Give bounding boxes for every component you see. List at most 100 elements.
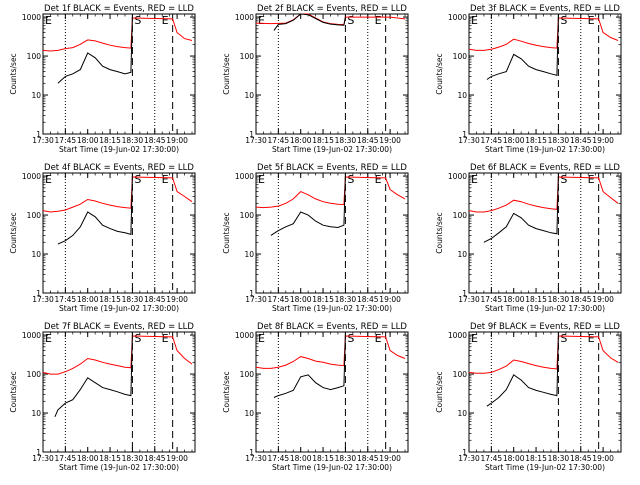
y-tick-label: 10 xyxy=(457,91,467,100)
s-marker: S xyxy=(134,173,141,186)
chart-title: Det 3f BLACK = Events, RED = LLD xyxy=(470,4,620,14)
x-tick-label: 17:30 xyxy=(32,454,54,463)
x-tick-label: 18:30 xyxy=(548,454,570,463)
e-marker: E xyxy=(258,173,265,186)
series-lld-red xyxy=(42,176,193,213)
e-marker: E xyxy=(471,14,478,27)
x-axis-label: Start Time (19-Jun-02 17:30:00) xyxy=(59,145,179,154)
y-tick-label: 1 xyxy=(462,289,467,298)
x-tick-label: 18:00 xyxy=(503,454,525,463)
x-tick-label: 17:45 xyxy=(55,454,77,463)
chart-9: Det 9f BLACK = Events, RED = LLD 1 10 100 10… xyxy=(435,322,622,472)
x-tick-label: 18:15 xyxy=(99,454,121,463)
x-tick-label: 17:30 xyxy=(458,454,480,463)
x-tick-label: 17:45 xyxy=(55,295,77,304)
y-tick-label: 10 xyxy=(457,409,467,418)
e-marker: E xyxy=(45,173,52,186)
x-tick-label: 18:15 xyxy=(99,136,121,145)
x-axis-label: Start Time (19-Jun-02 17:30:00) xyxy=(272,463,392,472)
x-tick-label: 19:00 xyxy=(379,454,401,463)
x-tick-label: 19:00 xyxy=(166,136,188,145)
y-tick-label: 10 xyxy=(244,250,254,259)
x-tick-label: 17:45 xyxy=(481,454,503,463)
x-tick-label: 18:30 xyxy=(548,136,570,145)
x-tick-label: 18:30 xyxy=(335,295,357,304)
x-tick-label: 17:30 xyxy=(245,295,267,304)
series-lld-red xyxy=(468,176,619,213)
y-tick-label: 10 xyxy=(457,250,467,259)
x-tick-label: 18:15 xyxy=(525,295,547,304)
plot-frame xyxy=(255,331,409,453)
y-tick-label: 1 xyxy=(249,448,254,457)
s-marker: S xyxy=(134,14,141,27)
x-axis-label: Start Time (19-Jun-02 17:30:00) xyxy=(272,145,392,154)
x-tick-label: 17:45 xyxy=(268,295,290,304)
y-tick-label: 1000 xyxy=(235,172,254,181)
y-tick-label: 10 xyxy=(244,409,254,418)
chart-8: Det 8f BLACK = Events, RED = LLD 1 10 100 10… xyxy=(222,322,409,472)
y-tick-label: 1000 xyxy=(448,331,467,340)
y-tick-label: 100 xyxy=(453,211,468,220)
x-tick-label: 18:45 xyxy=(570,295,592,304)
y-axis-label: Counts/sec xyxy=(435,53,444,94)
s-marker: S xyxy=(560,332,567,345)
x-tick-label: 19:00 xyxy=(379,136,401,145)
x-axis-label: Start Time (19-Jun-02 17:30:00) xyxy=(485,145,605,154)
y-tick-label: 1000 xyxy=(22,331,41,340)
y-axis-label: Counts/sec xyxy=(9,212,18,253)
y-axis-label: Counts/sec xyxy=(435,371,444,412)
x-tick-label: 18:45 xyxy=(570,454,592,463)
e-marker: E xyxy=(588,173,595,186)
y-axis-label: Counts/sec xyxy=(222,212,231,253)
y-tick-label: 1000 xyxy=(22,172,41,181)
y-tick-label: 1000 xyxy=(22,13,41,22)
x-tick-label: 17:30 xyxy=(458,136,480,145)
x-tick-label: 18:00 xyxy=(290,454,312,463)
series-lld-red xyxy=(42,335,193,375)
y-tick-label: 1 xyxy=(36,448,41,457)
x-tick-label: 18:15 xyxy=(525,454,547,463)
chart-title: Det 5f BLACK = Events, RED = LLD xyxy=(257,163,407,173)
x-tick-label: 18:30 xyxy=(122,136,144,145)
x-tick-label: 18:45 xyxy=(144,454,166,463)
plot-frame xyxy=(468,331,622,453)
e-marker: E xyxy=(375,173,382,186)
x-tick-label: 17:45 xyxy=(268,454,290,463)
x-tick-label: 18:00 xyxy=(77,454,99,463)
y-tick-label: 10 xyxy=(31,250,41,259)
x-tick-label: 18:00 xyxy=(503,136,525,145)
x-tick-label: 19:00 xyxy=(592,136,614,145)
e-marker: E xyxy=(45,332,52,345)
chart-title: Det 8f BLACK = Events, RED = LLD xyxy=(257,322,407,332)
x-tick-label: 18:00 xyxy=(503,295,525,304)
chart-title: Det 2f BLACK = Events, RED = LLD xyxy=(257,4,407,14)
e-marker: E xyxy=(162,173,169,186)
chart-6: Det 6f BLACK = Events, RED = LLD 1 10 100 10… xyxy=(435,163,622,313)
e-marker: E xyxy=(588,332,595,345)
chart-title: Det 4f BLACK = Events, RED = LLD xyxy=(44,163,194,173)
chart-1: Det 1f BLACK = Events, RED = LLD 1 10 100 10… xyxy=(9,4,196,154)
x-axis-label: Start Time (19-Jun-02 17:30:00) xyxy=(485,304,605,313)
x-tick-label: 19:00 xyxy=(379,295,401,304)
x-tick-label: 19:00 xyxy=(166,454,188,463)
series-events-black xyxy=(57,176,133,245)
y-tick-label: 1000 xyxy=(448,13,467,22)
x-tick-label: 17:30 xyxy=(32,295,54,304)
e-marker: E xyxy=(162,14,169,27)
y-tick-label: 1000 xyxy=(235,13,254,22)
x-tick-label: 17:45 xyxy=(481,295,503,304)
plot-frame xyxy=(42,331,196,453)
y-tick-label: 1000 xyxy=(448,172,467,181)
y-tick-label: 1 xyxy=(249,289,254,298)
x-tick-label: 18:45 xyxy=(357,136,379,145)
y-tick-label: 100 xyxy=(453,52,468,61)
series-lld-red xyxy=(255,335,406,369)
y-tick-label: 1 xyxy=(462,130,467,139)
x-tick-label: 19:00 xyxy=(166,295,188,304)
x-tick-label: 18:00 xyxy=(290,295,312,304)
x-tick-label: 18:45 xyxy=(357,454,379,463)
plot-frame xyxy=(468,13,622,135)
x-tick-label: 18:30 xyxy=(122,454,144,463)
x-tick-label: 18:15 xyxy=(312,136,334,145)
s-marker: S xyxy=(347,14,354,27)
